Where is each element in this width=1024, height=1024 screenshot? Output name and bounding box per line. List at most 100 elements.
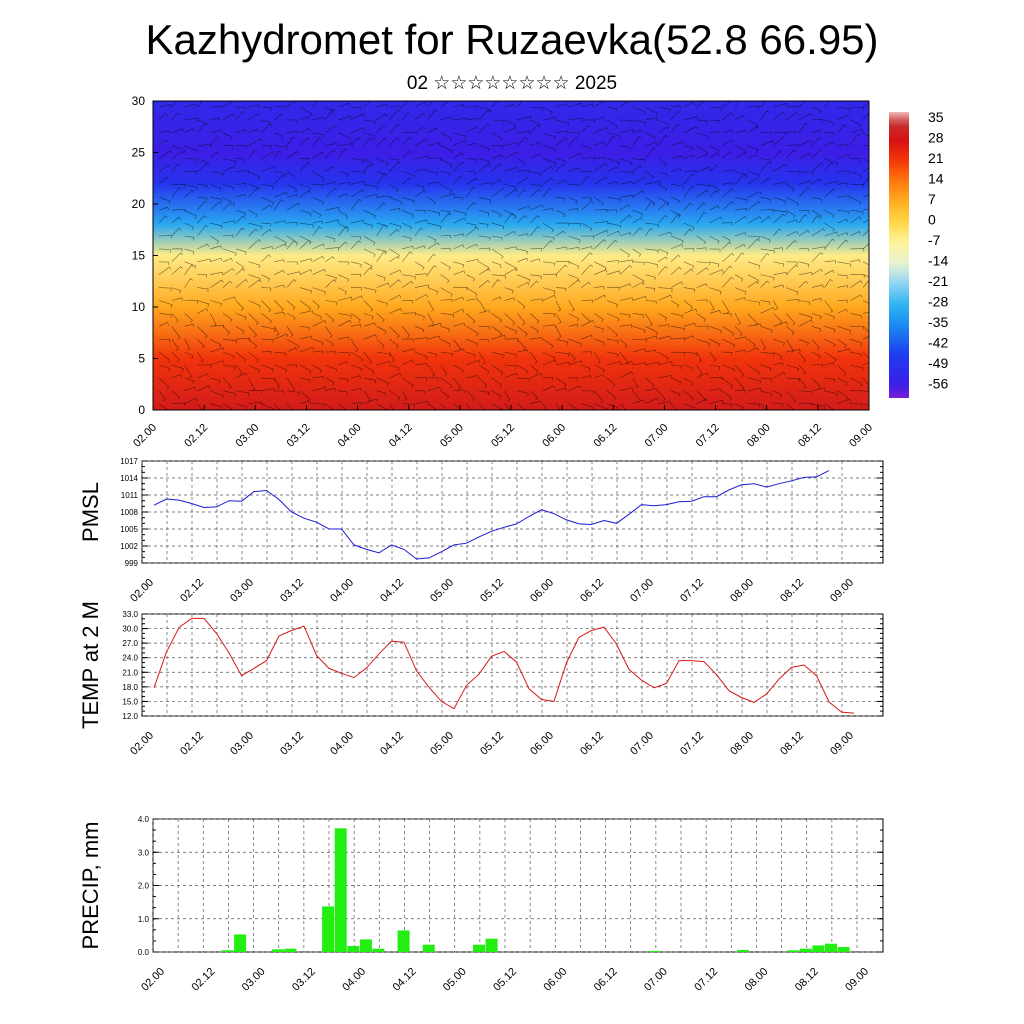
heatmap-panel: 0 5 10 15 20 25 30 02.00 02.12 03.00 03.12 04.00 04.… <box>131 94 875 450</box>
pmsl-panel: 999 1002 1005 1008 1011 1014 1017 02.00 02.12 03.… <box>78 457 884 605</box>
precip-bar <box>812 945 825 952</box>
heatmap-xtick-label: 02.12 <box>182 422 210 450</box>
pmsl-xtick-label: 05.12 <box>478 577 506 605</box>
temp-ytick-label: 18.0 <box>122 683 138 692</box>
colorbar-label: -28 <box>928 294 948 310</box>
precip-xtick-label: 07.12 <box>692 966 720 994</box>
pmsl-xtick-label: 09.00 <box>828 577 856 605</box>
precip-bar <box>397 930 410 952</box>
precip-bar <box>372 948 385 952</box>
precip-xtick-label: 02.00 <box>139 966 167 994</box>
precip-ytick-label: 3.0 <box>138 848 150 857</box>
precip-xtick-label: 03.12 <box>290 966 318 994</box>
colorbar-label: -56 <box>928 376 948 392</box>
heatmap-xtick-label: 04.00 <box>336 422 364 450</box>
precip-bar <box>322 906 335 952</box>
precip-bar <box>787 950 800 952</box>
precip-bar <box>234 934 247 952</box>
heatmap-xtick-label: 02.00 <box>131 422 159 450</box>
precip-bar <box>271 949 284 952</box>
precip-xtick-label: 02.12 <box>189 966 217 994</box>
precip-xtick-label: 07.00 <box>642 966 670 994</box>
precip-xtick-label: 04.00 <box>340 966 368 994</box>
colorbar-label: -35 <box>928 314 948 330</box>
pmsl-ytick-label: 1005 <box>120 525 138 534</box>
precip-ytick-label: 4.0 <box>138 815 150 824</box>
temp-xtick-label: 06.00 <box>528 730 556 758</box>
heatmap-ytick-label: 25 <box>132 146 146 160</box>
temp-xtick-label: 09.00 <box>828 730 856 758</box>
heatmap-xtick-label: 06.12 <box>591 422 619 450</box>
precip-panel: 0.0 1.0 2.0 3.0 4.0 02.00 02.12 03.00 03.12 04.00… <box>78 815 884 994</box>
temp-xtick-label: 04.00 <box>328 730 356 758</box>
pmsl-ytick-label: 1008 <box>120 508 138 517</box>
chart-subtitle: 02 ☆☆☆☆☆☆☆☆ 2025 <box>406 73 618 94</box>
pmsl-frame <box>141 460 884 564</box>
precip-bar <box>837 947 850 952</box>
temp-series-line <box>153 617 855 714</box>
temp-xtick-label: 07.00 <box>628 730 656 758</box>
precip-xtick-label: 05.12 <box>491 966 519 994</box>
colorbar-label: 28 <box>928 130 944 146</box>
temp-xtick-label: 02.00 <box>128 730 156 758</box>
pmsl-xtick-label: 06.00 <box>528 577 556 605</box>
precip-xtick-label: 05.00 <box>441 966 469 994</box>
heatmap-ytick-label: 10 <box>132 300 146 314</box>
colorbar-label: -42 <box>928 335 948 351</box>
temp-xtick-label: 08.12 <box>778 730 806 758</box>
precip-xtick-label: 06.00 <box>541 966 569 994</box>
heatmap-xtick-label: 03.12 <box>285 422 313 450</box>
temp-ytick-label: 33.0 <box>122 610 138 619</box>
temp-ytick-label: 15.0 <box>122 697 138 706</box>
colorbar-label: 21 <box>928 150 944 166</box>
heatmap-ytick-label: 20 <box>132 197 146 211</box>
temp-frame <box>141 613 884 717</box>
pmsl-xtick-label: 02.00 <box>128 577 156 605</box>
temp-panel: 12.0 15.0 18.0 21.0 24.0 27.0 30.0 33.0 02.00 02.… <box>78 601 884 758</box>
colorbar-label: -49 <box>928 355 948 371</box>
temp-ytick-label: 24.0 <box>122 654 138 663</box>
heatmap-xtick-label: 05.00 <box>438 422 466 450</box>
precip-bar <box>825 943 837 952</box>
temp-xtick-label: 05.00 <box>428 730 456 758</box>
pmsl-xtick-label: 03.00 <box>228 577 256 605</box>
pmsl-ylabel: PMSL <box>78 482 103 542</box>
precip-ylabel: PRECIP, mm <box>78 822 103 950</box>
pmsl-xtick-label: 07.00 <box>628 577 656 605</box>
pmsl-ytick-label: 1017 <box>120 457 138 466</box>
temp-xtick-label: 06.12 <box>578 730 606 758</box>
colorbar-label: -21 <box>928 273 948 289</box>
colorbar-label: 35 <box>928 109 944 125</box>
precip-bar <box>422 944 435 952</box>
precip-bar <box>737 950 749 952</box>
pmsl-xtick-label: 06.12 <box>578 577 606 605</box>
pmsl-xtick-label: 04.00 <box>328 577 356 605</box>
temp-ytick-label: 30.0 <box>122 625 138 634</box>
colorbar-label: 14 <box>928 171 944 187</box>
pmsl-xtick-label: 03.12 <box>278 577 306 605</box>
chart-title: Kazhydromet for Ruzaevka(52.8 66.95) <box>145 16 879 63</box>
heatmap-xtick-label: 04.12 <box>387 422 415 450</box>
temp-xtick-label: 07.12 <box>678 730 706 758</box>
temp-xtick-label: 05.12 <box>478 730 506 758</box>
colorbar-ramp <box>889 112 909 398</box>
pmsl-series-line <box>153 470 830 560</box>
temp-ylabel: TEMP at 2 M <box>78 601 103 729</box>
heatmap-xtick-label: 08.12 <box>796 422 824 450</box>
temp-ytick-label: 21.0 <box>122 668 138 677</box>
heatmap-xtick-label: 03.00 <box>233 422 261 450</box>
pmsl-ytick-label: 1011 <box>121 491 139 500</box>
pmsl-xtick-label: 02.12 <box>178 577 206 605</box>
colorbar-label: -14 <box>928 253 948 269</box>
temp-xtick-label: 08.00 <box>728 730 756 758</box>
pmsl-xtick-label: 07.12 <box>678 577 706 605</box>
precip-xtick-label: 03.00 <box>240 966 268 994</box>
heatmap-xtick-label: 08.00 <box>745 422 773 450</box>
precip-bar <box>334 828 347 952</box>
precip-xtick-label: 09.00 <box>843 966 871 994</box>
precip-bar <box>347 946 360 952</box>
precip-xtick-label: 08.00 <box>743 966 771 994</box>
colorbar-label: -7 <box>928 232 941 248</box>
pmsl-ytick-label: 1014 <box>120 474 138 483</box>
